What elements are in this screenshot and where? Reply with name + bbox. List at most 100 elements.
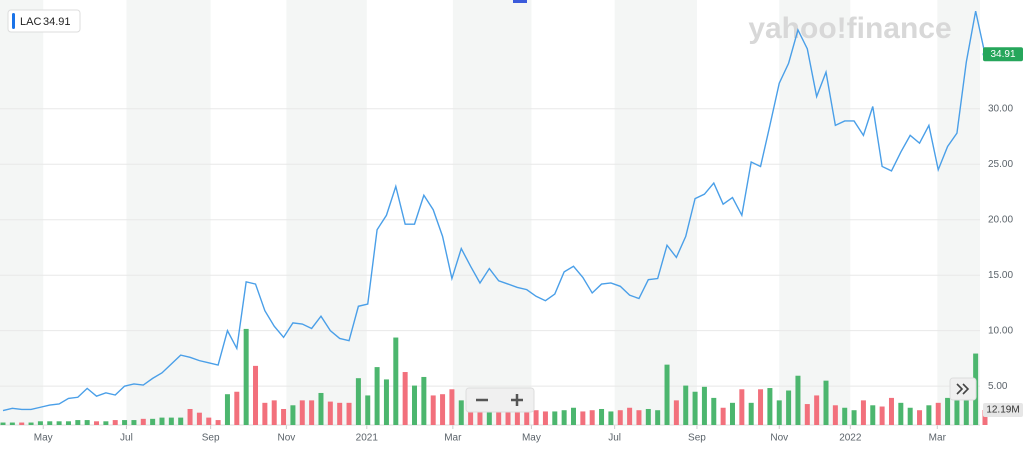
volume-badge-label: 12.19M	[986, 405, 1019, 416]
volume-bar	[860, 400, 866, 425]
x-tick-label: Jul	[608, 433, 621, 444]
volume-bar	[299, 400, 305, 425]
price-badge-label: 34.91	[990, 49, 1015, 60]
volume-bar	[393, 337, 399, 425]
x-tick-label: 2021	[356, 433, 379, 444]
volume-bar	[954, 400, 960, 425]
x-tick-label: Mar	[444, 433, 462, 444]
volume-bar	[570, 407, 576, 425]
volume-bar	[645, 408, 651, 425]
legend-swatch	[12, 13, 15, 29]
volume-bar	[617, 410, 623, 425]
x-tick-label: Nov	[770, 433, 788, 444]
volume-bar	[402, 372, 408, 425]
volume-bar	[271, 400, 277, 425]
volume-bar	[309, 400, 315, 425]
volume-bar	[47, 421, 53, 425]
volume-bar	[159, 417, 165, 425]
volume-bar	[533, 410, 539, 425]
volume-bar	[412, 385, 418, 425]
volume-bar	[383, 379, 389, 425]
x-tick-label: Sep	[688, 433, 706, 444]
volume-bar	[879, 406, 885, 425]
volume-bar	[65, 421, 71, 425]
legend-box	[7, 9, 81, 33]
volume-bar	[664, 364, 670, 425]
volume-bar	[94, 421, 100, 425]
volume-bar	[206, 417, 212, 425]
volume-bar	[888, 397, 894, 425]
volume-bar	[758, 389, 764, 425]
volume-badge	[983, 403, 1023, 417]
expand-icon	[956, 383, 970, 395]
volume-bar	[37, 421, 43, 425]
volume-bar	[982, 409, 988, 425]
volume-bar	[870, 405, 876, 425]
volume-bar	[935, 402, 941, 425]
volume-bar	[28, 422, 34, 425]
volume-bar	[804, 404, 810, 425]
x-tick-label: Sep	[202, 433, 220, 444]
y-tick-label: 10.00	[988, 325, 1013, 336]
volume-bar	[243, 328, 249, 425]
volume-bar	[449, 389, 455, 425]
volume-bar	[945, 397, 951, 425]
bands	[0, 0, 980, 425]
x-tick-label: May	[34, 433, 53, 444]
x-tick-label: 2022	[839, 433, 862, 444]
volume-bar	[150, 418, 156, 425]
x-tick-label: Jul	[120, 433, 133, 444]
volume-bar	[542, 411, 548, 425]
volume-bar	[907, 407, 913, 425]
band	[614, 0, 697, 425]
volume-bar	[711, 397, 717, 425]
volume-bar	[19, 422, 25, 425]
volume-bar	[524, 408, 530, 425]
band	[937, 0, 980, 425]
volume-bar	[814, 395, 820, 425]
volume-bar	[514, 410, 520, 425]
volume-bar	[795, 375, 801, 425]
volume-bar	[0, 422, 6, 425]
volume-bar	[486, 410, 492, 425]
x-tick-label: Mar	[929, 433, 947, 444]
volume-bar	[599, 408, 605, 425]
volume-bar	[337, 402, 343, 425]
volume-bar	[505, 411, 511, 425]
volume-bar	[926, 405, 932, 425]
x-tick-label: Nov	[277, 433, 295, 444]
band	[286, 0, 367, 425]
volume-bar	[196, 412, 202, 425]
volume-bar	[748, 402, 754, 425]
volume-bar	[421, 376, 427, 425]
price-badge	[983, 47, 1023, 62]
volume-bar	[365, 395, 371, 425]
volume-bar	[224, 394, 230, 425]
volume-bar	[963, 395, 969, 425]
volume-bar	[178, 417, 184, 425]
volume-bar	[655, 410, 661, 425]
volume-bar	[168, 417, 174, 425]
x-tick-label: May	[522, 433, 541, 444]
volume-bar	[84, 420, 90, 425]
volume-bar	[75, 420, 81, 425]
y-tick-label: 15.00	[988, 270, 1013, 281]
volume-bar	[832, 405, 838, 425]
volume-bar	[842, 407, 848, 425]
volume-bar	[692, 391, 698, 425]
volume-bar	[589, 410, 595, 425]
volume-bar	[103, 421, 109, 425]
volume-bar	[851, 410, 857, 425]
volume-bar	[729, 402, 735, 425]
volume-bar	[561, 410, 567, 425]
volume-bar	[318, 392, 324, 425]
volume-bar	[262, 402, 268, 425]
volume-bar	[187, 408, 193, 425]
volume-bar	[355, 378, 361, 425]
volume-bar	[720, 407, 726, 425]
volume-bar	[290, 405, 296, 425]
volume-bar	[131, 420, 137, 425]
volume-bar	[468, 410, 474, 425]
volume-bar	[636, 410, 642, 425]
